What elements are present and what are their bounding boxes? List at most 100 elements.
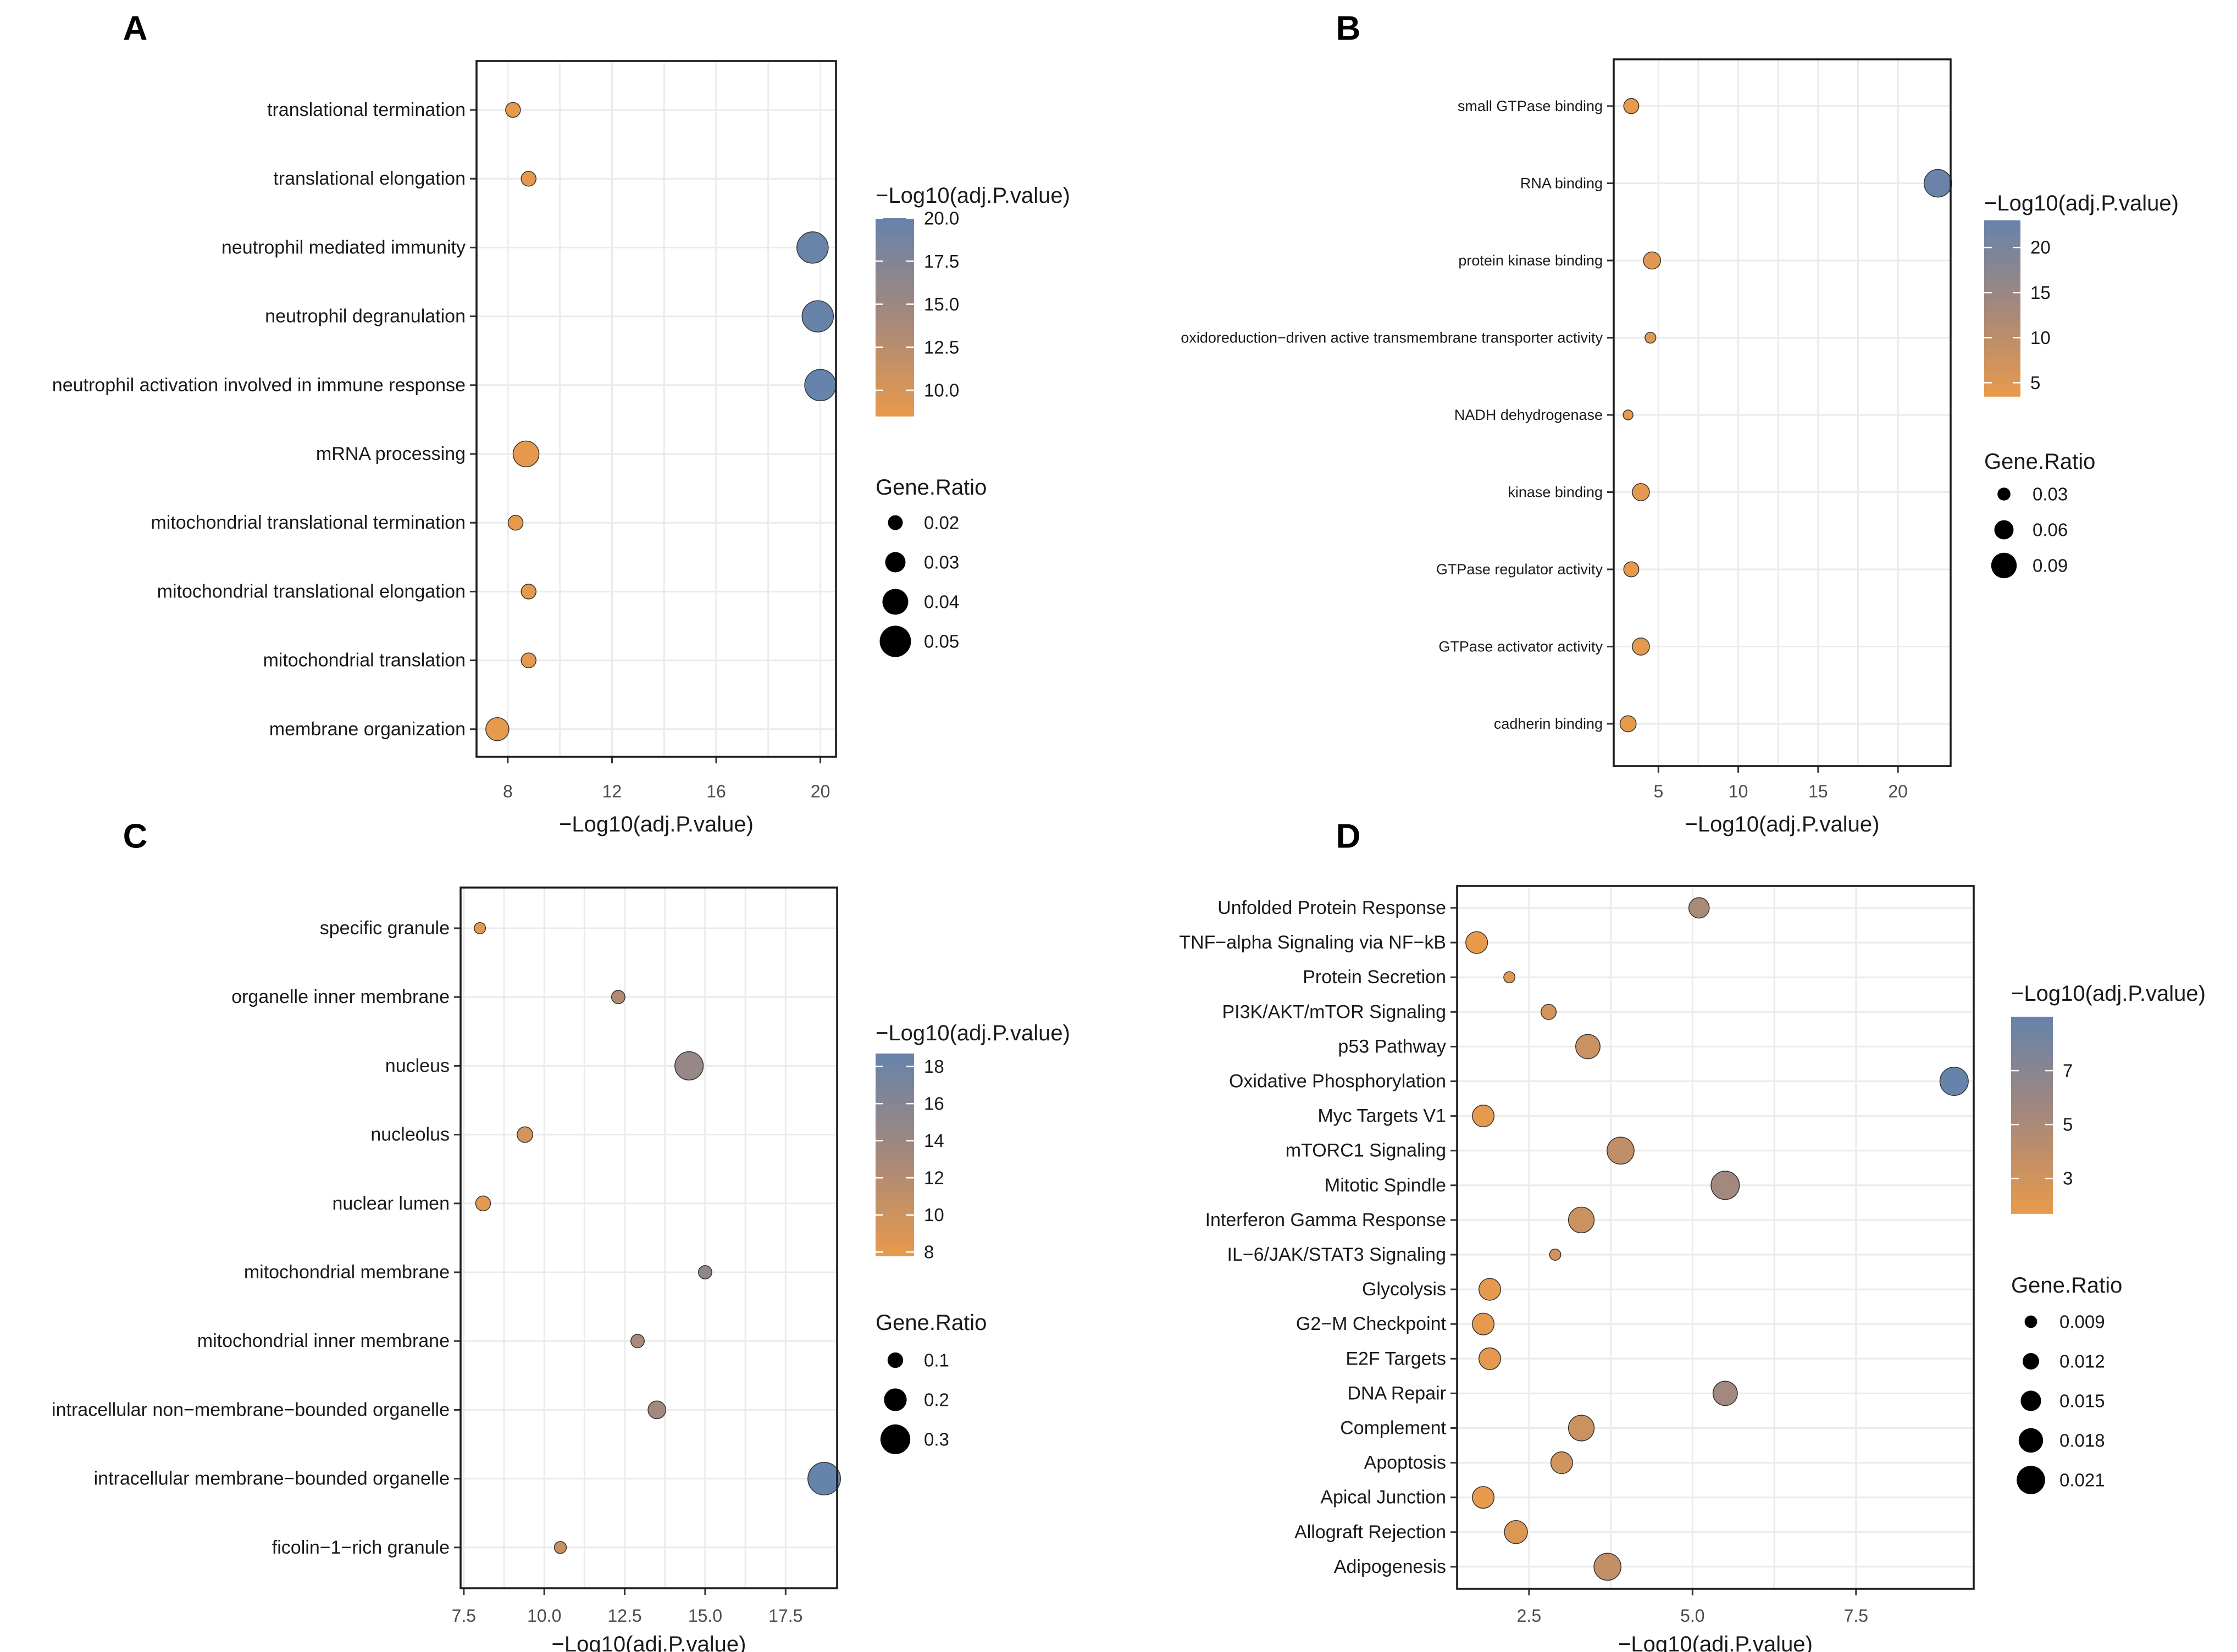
size-legend-key (887, 1352, 904, 1368)
y-tick-label: kinase binding (1508, 484, 1603, 501)
y-tick-label: GTPase activator activity (1438, 639, 1603, 655)
colorbar-segment (876, 376, 914, 380)
colorbar-segment (2011, 1134, 2053, 1139)
colorbar-label: 5 (2030, 373, 2040, 393)
data-point (1549, 1249, 1562, 1261)
colorbar-segment (2011, 1174, 2053, 1178)
colorbar-segment (1984, 367, 2020, 370)
y-tick-label: Allograft Rejection (1294, 1522, 1446, 1543)
data-point (1472, 1312, 1495, 1335)
colorbar-segment (876, 1063, 914, 1068)
data-point (1923, 169, 1952, 198)
colorbar-segment (1984, 267, 2020, 271)
y-tick-label: Apoptosis (1364, 1453, 1446, 1473)
colorbar-segment (876, 357, 914, 361)
panel-label: B (1336, 10, 1361, 48)
colorbar-segment (2011, 1043, 2053, 1047)
data-point (1478, 1278, 1502, 1301)
data-point (1478, 1347, 1502, 1370)
panel-label: C (123, 818, 148, 856)
data-point (517, 1126, 534, 1143)
colorbar-segment (2011, 1089, 2053, 1093)
colorbar-segment (876, 393, 914, 397)
colorbar-segment (2011, 1204, 2053, 1207)
colorbar-segment (876, 363, 914, 367)
colorbar-segment (876, 1094, 914, 1098)
x-tick-label: 17.5 (768, 1606, 802, 1626)
colorbar-segment (876, 343, 914, 347)
colorbar-segment (876, 1174, 914, 1179)
size-legend-key (2023, 1353, 2039, 1370)
panel-label: A (123, 10, 148, 48)
colorbar-segment (2011, 1082, 2053, 1086)
data-point (1623, 409, 1634, 420)
colorbar-segment (2011, 1115, 2053, 1119)
colorbar-segment (876, 1121, 914, 1125)
y-tick-label: translational termination (267, 99, 466, 120)
data-point (1632, 637, 1650, 656)
colorbar-segment (876, 380, 914, 384)
colorbar-segment (1984, 273, 2020, 277)
colorbar-segment (2011, 1200, 2053, 1204)
colorbar-segment (876, 311, 914, 314)
panel-label: D (1336, 818, 1361, 856)
y-tick-label: E2F Targets (1345, 1348, 1446, 1369)
size-legend-key (884, 1388, 907, 1411)
size-legend-title: Gene.Ratio (876, 1311, 987, 1335)
size-legend-label: 0.3 (924, 1429, 949, 1450)
data-point (1550, 1451, 1573, 1474)
colorbar-segment (1984, 393, 2020, 397)
data-point (1632, 483, 1650, 501)
color-legend-title: −Log10(adj.P.value) (1984, 191, 2179, 215)
size-legend-key (879, 625, 911, 657)
size-legend-label: 0.1 (924, 1350, 949, 1371)
colorbar-segment (2011, 1118, 2053, 1122)
colorbar-segment (1984, 229, 2020, 233)
x-axis-title: −Log10(adj.P.value) (1618, 1632, 1813, 1652)
size-legend-label: 0.05 (924, 631, 959, 652)
colorbar-segment (1984, 308, 2020, 312)
colorbar-segment (2011, 1164, 2053, 1168)
size-legend-label: 0.009 (2059, 1312, 2105, 1332)
colorbar-segment (1984, 390, 2020, 394)
x-tick-label: 15.0 (688, 1606, 722, 1626)
colorbar-segment (876, 396, 914, 400)
y-tick-label: membrane organization (269, 719, 466, 740)
colorbar-segment (876, 241, 914, 245)
colorbar-segment (1984, 302, 2020, 306)
size-legend-label: 0.018 (2059, 1431, 2105, 1451)
plot-background (1457, 886, 1974, 1589)
colorbar-segment (1984, 355, 2020, 359)
data-point (796, 231, 829, 264)
data-point (1465, 931, 1488, 954)
data-point (1644, 331, 1657, 344)
colorbar-segment (876, 1127, 914, 1132)
colorbar-segment (1984, 241, 2020, 245)
colorbar-segment (1984, 300, 2020, 303)
data-point (1688, 897, 1710, 919)
colorbar-label: 3 (2063, 1168, 2073, 1189)
colorbar-segment (1984, 285, 2020, 289)
y-tick-label: mitochondrial inner membrane (197, 1331, 450, 1351)
colorbar-segment (876, 307, 914, 311)
colorbar-segment (876, 1198, 914, 1202)
size-legend-key (882, 589, 909, 615)
colorbar-segment (2011, 1187, 2053, 1191)
data-point (475, 1195, 491, 1212)
colorbar-segment (1984, 261, 2020, 265)
colorbar-segment (876, 1138, 914, 1142)
y-tick-label: mitochondrial translational termination (151, 512, 466, 533)
colorbar-segment (2011, 1167, 2053, 1172)
data-point (611, 990, 625, 1005)
size-legend-key (2018, 1428, 2044, 1453)
colorbar-segment (876, 1171, 914, 1176)
colorbar-segment (1984, 232, 2020, 236)
colorbar-segment (2011, 1157, 2053, 1162)
colorbar-segment (1984, 373, 2020, 376)
x-tick-label: 10 (1729, 781, 1748, 801)
colorbar-segment (2011, 1017, 2053, 1021)
colorbar-segment (876, 324, 914, 328)
colorbar-segment (876, 413, 914, 417)
colorbar-segment (1984, 352, 2020, 356)
